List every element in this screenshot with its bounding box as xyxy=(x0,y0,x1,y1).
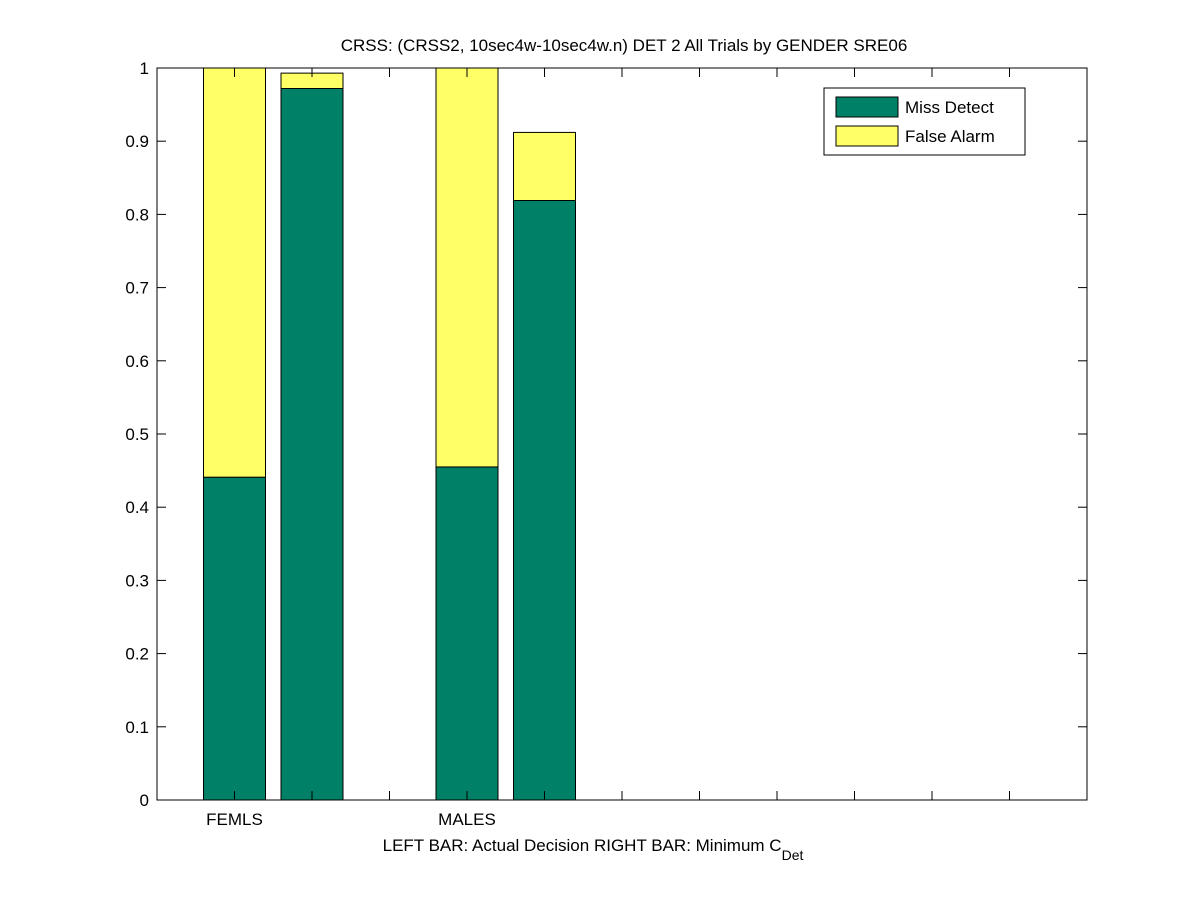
y-tick-label: 0.4 xyxy=(125,498,149,517)
bar-femls-actual-false-alarm xyxy=(203,67,266,478)
y-tick-label: 0.6 xyxy=(125,352,149,371)
bar-males-actual-miss-detect xyxy=(435,466,499,801)
x-axis-label-subscript: Det xyxy=(782,847,804,863)
y-tick-label: 0.8 xyxy=(125,205,149,224)
y-tick-label: 0.7 xyxy=(125,279,149,298)
y-tick-label: 0.2 xyxy=(125,645,149,664)
y-tick-label: 0.9 xyxy=(125,132,149,151)
x-tick-label-males: MALES xyxy=(438,810,496,829)
legend-swatch-false-alarm xyxy=(835,125,899,147)
y-tick-label: 0 xyxy=(140,791,149,810)
bar-femls-actual-miss-detect xyxy=(203,476,266,801)
y-tick-label: 0.5 xyxy=(125,425,149,444)
bar-femls-min-miss-detect xyxy=(280,87,344,801)
x-axis-label-main: LEFT BAR: Actual Decision RIGHT BAR: Min… xyxy=(383,836,782,855)
bar-males-min-miss-detect xyxy=(513,199,576,801)
legend-swatch-miss-detect xyxy=(835,96,899,118)
plot-frame xyxy=(156,67,1088,801)
y-tick-label: 0.3 xyxy=(125,571,149,590)
x-axis-label: LEFT BAR: Actual Decision RIGHT BAR: Min… xyxy=(383,836,804,863)
y-tick-label: 1 xyxy=(140,59,149,78)
x-tick-labels: FEMLS MALES xyxy=(206,810,496,829)
bar-males-actual-false-alarm xyxy=(435,67,499,468)
x-tick-label-femls: FEMLS xyxy=(206,810,263,829)
bar-males-min-false-alarm xyxy=(513,131,576,201)
legend: Miss Detect False Alarm xyxy=(823,87,1026,156)
y-tick-labels: 0 0.1 0.2 0.3 0.4 0.5 0.6 0.7 0.8 0.9 1 xyxy=(125,59,149,810)
legend-label-false-alarm: False Alarm xyxy=(905,127,995,146)
legend-label-miss-detect: Miss Detect xyxy=(905,98,994,117)
bars-layer xyxy=(203,67,576,801)
y-tick-label: 0.1 xyxy=(125,718,149,737)
chart-title: CRSS: (CRSS2, 10sec4w-10sec4w.n) DET 2 A… xyxy=(341,36,908,55)
